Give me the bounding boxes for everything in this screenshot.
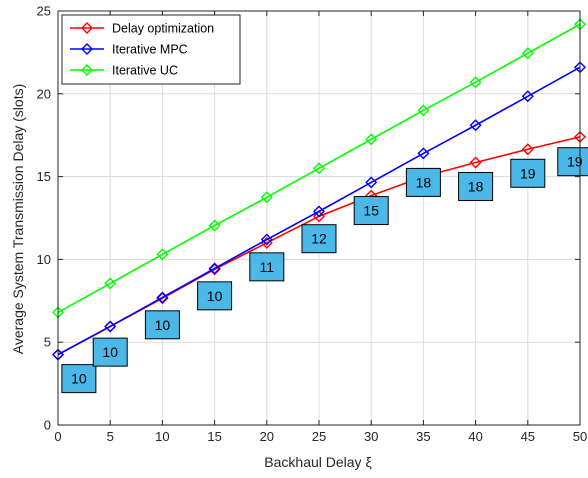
annotation-layer: 10 10 10 10 11 12 15 18 18 19 19 [61, 147, 588, 394]
series-0-point-8 [469, 156, 482, 169]
series-1-point-2 [156, 291, 169, 304]
x-tick-label-2: 10 [155, 429, 169, 444]
series-2-point-9 [521, 47, 534, 60]
series-1-point-6 [365, 176, 378, 189]
y-tick-label-0: 0 [44, 418, 51, 433]
annotation-label-10: 19 [567, 154, 583, 170]
legend-label-1: Iterative MPC [112, 43, 188, 57]
annotation-box-6 [353, 196, 389, 226]
annotation-label-2: 10 [155, 317, 171, 333]
series-1-point-4 [260, 233, 273, 246]
y-tick-label-3: 15 [37, 169, 51, 184]
series-2-point-7 [417, 104, 430, 117]
series-2-point-3 [208, 219, 221, 232]
annotation-label-4: 11 [260, 259, 275, 275]
legend: Delay optimization Iterative MPC Iterative… [61, 14, 241, 85]
series-2-point-6 [365, 133, 378, 146]
axes: 0 5 10 15 20 25 30 35 40 45 50 0 5 10 15 20 25 [37, 4, 588, 445]
y-tick-label-2: 10 [37, 252, 51, 267]
annotation-box-0 [61, 364, 97, 394]
annotation-box-10 [557, 147, 588, 177]
annotation-box-1 [92, 337, 128, 367]
series-0-point-9 [521, 143, 534, 156]
annotation-label-5: 12 [311, 231, 327, 247]
series-line-1 [57, 66, 581, 356]
annotation-label-3: 10 [207, 288, 223, 304]
y-tick-label-1: 5 [44, 335, 51, 350]
annotation-box-5 [301, 224, 337, 254]
x-tick-label-1: 5 [107, 429, 114, 444]
series-1-point-5 [313, 205, 325, 218]
annotation-label-0: 10 [71, 371, 87, 387]
series-1-point-8 [469, 119, 482, 132]
legend-label-2: Iterative UC [112, 64, 178, 78]
legend-label-0: Delay optimization [112, 22, 214, 36]
series-1-point-3 [208, 262, 221, 275]
x-tick-label-4: 20 [260, 429, 274, 444]
legend-marker-2 [81, 64, 93, 76]
series-2-point-5 [313, 162, 325, 175]
annotation-label-7: 18 [416, 174, 432, 190]
series-1-point-7 [417, 147, 430, 160]
x-tick-label-5: 25 [312, 429, 326, 444]
x-tick-label-9: 45 [521, 429, 535, 444]
annotation-box-4 [249, 252, 285, 282]
annotation-label-6: 15 [363, 203, 379, 219]
x-tick-label-8: 40 [468, 429, 482, 444]
series-2-point-8 [469, 76, 482, 89]
legend-marker-0 [81, 22, 93, 34]
x-tick-label-7: 35 [416, 429, 430, 444]
x-tick-label-0: 0 [54, 429, 61, 444]
annotation-label-8: 18 [468, 179, 484, 195]
annotation-box-2 [144, 310, 180, 340]
x-tick-label-3: 15 [207, 429, 221, 444]
y-axis-label: Average System Transmission Delay (slots… [10, 84, 26, 355]
series-1-point-1 [104, 320, 117, 333]
series-1-point-9 [521, 90, 534, 103]
annotation-box-7 [405, 167, 441, 197]
series-2-point-4 [260, 191, 273, 204]
annotation-label-9: 19 [520, 165, 536, 181]
y-tick-label-5: 25 [37, 4, 51, 19]
x-tick-label-10: 50 [573, 429, 587, 444]
series-2-point-2 [156, 248, 169, 261]
x-tick-label-6: 30 [364, 429, 378, 444]
series-0-point-5 [313, 210, 325, 223]
annotation-label-1: 10 [102, 344, 118, 360]
annotation-box-8 [458, 172, 494, 202]
series-layer [52, 18, 586, 361]
x-axis-label: Backhaul Delay ξ [264, 454, 371, 470]
legend-marker-1 [81, 43, 93, 55]
series-2-point-1 [104, 277, 117, 290]
annotation-box-3 [197, 281, 233, 311]
series-line-2 [57, 23, 581, 314]
annotation-box-9 [510, 158, 546, 188]
y-tick-label-4: 20 [37, 86, 51, 101]
